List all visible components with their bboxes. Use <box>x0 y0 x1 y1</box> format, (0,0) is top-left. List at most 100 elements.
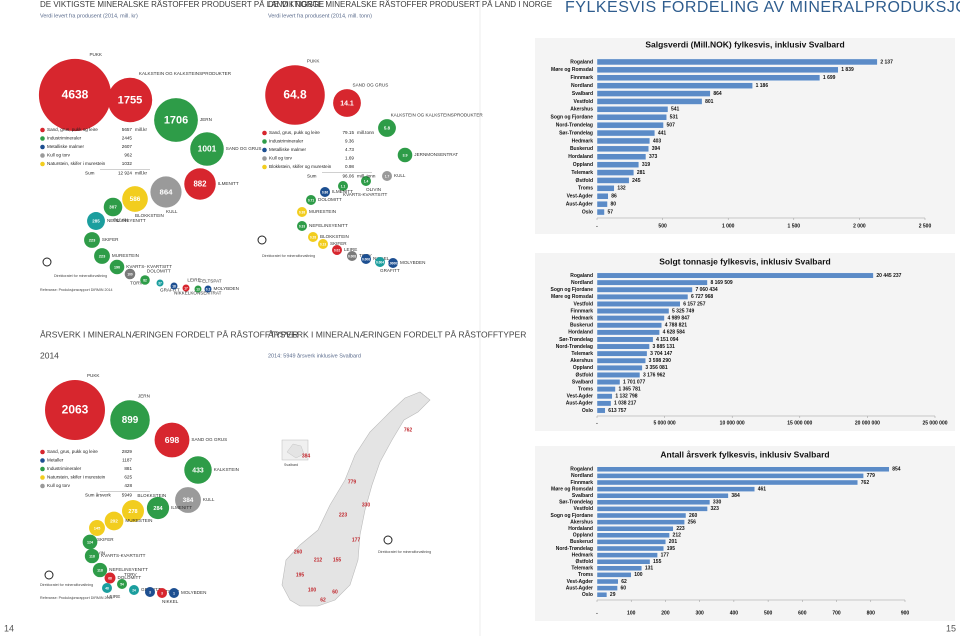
category-label: Hordaland <box>568 330 593 336</box>
category-label: Hedmark <box>572 552 594 558</box>
logo-name: Direktoratet for mineralforvaltning <box>54 274 107 278</box>
value-label: 319 <box>642 162 651 168</box>
bubble-circle <box>332 245 342 255</box>
category-label: Troms <box>578 386 593 392</box>
bubble-circle <box>388 258 398 268</box>
legend-unit: mill.kr <box>135 127 147 132</box>
value-label: 3 598 290 <box>649 358 671 364</box>
bar <box>596 473 864 479</box>
value-label: 132 <box>617 186 626 192</box>
bubble-value: 3.9 <box>402 153 407 157</box>
bar <box>596 578 619 585</box>
value-label: 3 885 131 <box>653 344 675 350</box>
category-label: Finnmark <box>570 480 593 486</box>
bubble-circle <box>124 268 136 280</box>
value-label: 62 <box>621 579 627 585</box>
map-value: 195 <box>296 572 305 578</box>
bubble-value: 882 <box>193 180 207 189</box>
bubble-circle <box>204 285 212 293</box>
category-label: Hedmark <box>572 138 594 144</box>
bubble-value: 37 <box>158 281 162 285</box>
value-label: 864 <box>713 91 722 97</box>
map-value: 330 <box>362 502 371 508</box>
legend-label: Blokkstein, skifer og murestein <box>269 164 332 169</box>
logo <box>257 235 267 245</box>
bubble: 586 BLOKKSTEIN <box>122 186 164 218</box>
bubble-value: 17 <box>184 286 188 290</box>
value-label: 1 038 217 <box>614 401 636 407</box>
bubble-label: FELTSPAT <box>199 279 221 284</box>
bubble-circle <box>92 562 108 578</box>
bubble-value: 68 <box>108 576 112 580</box>
x-tick-label: - <box>596 223 598 229</box>
category-label: Hordaland <box>568 526 593 532</box>
category-label: Svalbard <box>572 493 593 499</box>
x-tick-label: 500 <box>764 610 773 616</box>
bubble-circle <box>140 275 150 285</box>
bubble-value: 64.8 <box>283 88 307 102</box>
legend-value: 428 <box>124 483 132 488</box>
bubble-label: BLOKKSTEIN <box>135 213 164 218</box>
sum-label: Sum årsverk <box>85 492 111 498</box>
value-label: 155 <box>653 559 662 565</box>
bubble-circle <box>397 147 413 163</box>
bubble-circle <box>146 496 170 520</box>
bubble-label: NEFELINSYENITT <box>107 218 146 223</box>
sum-value: 96.06 <box>343 174 355 179</box>
bubble-value: 0.00002 <box>387 261 399 265</box>
bar <box>596 545 664 552</box>
category-label: Nordland <box>571 473 593 479</box>
legend-label: Industrimineraler <box>47 136 82 141</box>
bubble-circle <box>361 254 371 264</box>
bar <box>596 572 632 578</box>
bubble-value: 48 <box>105 586 109 590</box>
bubble-circle <box>170 282 178 290</box>
bubble-value: 307 <box>109 205 117 210</box>
bar <box>596 185 615 192</box>
bubble: 190 KVARTS- KVARTSITT <box>109 259 172 275</box>
bar <box>596 286 693 293</box>
bubble-value: 5.8 <box>384 126 391 131</box>
bubble: 223 MURESTEIN <box>94 248 139 264</box>
bubble: 202 MURESTEIN <box>104 511 152 531</box>
sum-value: 5949 <box>122 493 133 498</box>
legend-value: 2607 <box>122 144 133 149</box>
bubble-circle <box>150 176 182 208</box>
category-label: Oslo <box>582 408 593 414</box>
value-label: 6 727 968 <box>691 294 713 300</box>
map-inset-label: Svalbard <box>284 463 298 467</box>
legend-swatch <box>40 153 45 158</box>
value-label: 531 <box>670 115 679 121</box>
bubble: 0.02 LEIRE <box>332 245 357 255</box>
bubble: 100 TORV <box>124 268 144 286</box>
legend-swatch <box>40 449 45 455</box>
bubble-circle <box>121 499 145 523</box>
value-label: 60 <box>621 585 627 591</box>
bar <box>596 161 640 168</box>
bubble-value: 0.02 <box>334 248 340 252</box>
bubble-circle <box>104 511 124 531</box>
value-label: 86 <box>611 194 617 200</box>
bubble-label: MOLYBDEN <box>181 590 206 595</box>
category-label: Oslo <box>582 592 593 598</box>
bar <box>596 66 839 74</box>
bubble-value: 3 <box>161 591 163 595</box>
bubble-circle <box>94 248 110 264</box>
category-label: Akershus <box>570 107 593 113</box>
bubble-label: FELTSPAT <box>157 589 179 594</box>
x-tick-label: 10 000 000 <box>720 420 745 426</box>
x-tick-label: - <box>596 420 598 426</box>
sum-unit: mill. tonn <box>357 174 376 179</box>
bubble-circle <box>361 176 371 186</box>
bubble: 0.38 MURESTEIN <box>297 207 336 217</box>
bubble-value: 4638 <box>62 88 89 102</box>
bubble-circle <box>156 279 164 287</box>
bubble-label: NEFELINSYENITT <box>109 567 148 572</box>
bubble-circle <box>145 587 155 597</box>
bar <box>596 364 643 371</box>
bubble-circle <box>82 534 98 550</box>
bar <box>596 591 608 598</box>
bubble-label: DOLOMITT <box>117 575 141 580</box>
bar <box>596 98 703 105</box>
bubble-value: 118 <box>97 568 103 572</box>
